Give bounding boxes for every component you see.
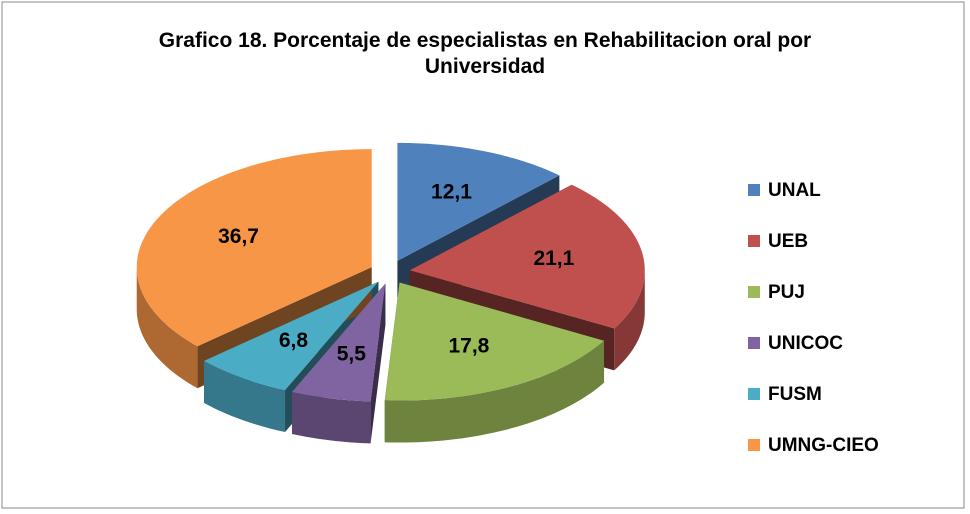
legend-swatch xyxy=(748,439,760,451)
slice xyxy=(397,142,560,261)
legend-label: UNAL xyxy=(768,180,821,201)
legend-swatch xyxy=(748,184,760,196)
slice-wall xyxy=(614,270,645,371)
data-label: 36,7 xyxy=(218,225,259,248)
slice xyxy=(204,281,379,391)
slice xyxy=(136,149,372,347)
slice-wall xyxy=(204,360,286,433)
legend-swatch xyxy=(748,388,760,400)
data-label: 6,8 xyxy=(279,329,309,352)
slice xyxy=(409,184,645,329)
slice-wall xyxy=(292,391,371,444)
legend-label: PUJ xyxy=(768,282,805,303)
chart-title: Grafico 18. Porcentaje de especialistas … xyxy=(158,29,812,78)
legend-label: UMNG-CIEO xyxy=(768,435,879,456)
data-label: 5,5 xyxy=(337,342,367,365)
legend-swatch xyxy=(748,286,760,298)
slice-tops xyxy=(136,142,645,402)
data-label: 12,1 xyxy=(431,180,472,203)
slice xyxy=(292,283,386,402)
slice-wall xyxy=(384,340,605,443)
data-label: 21,1 xyxy=(533,247,574,270)
legend-swatch xyxy=(748,235,760,247)
legend-label: FUSM xyxy=(768,384,822,405)
legend-label: UEB xyxy=(768,231,808,252)
legend-label: UNICOC xyxy=(768,333,843,354)
data-label: 17,8 xyxy=(448,334,489,357)
legend-swatch xyxy=(748,337,760,349)
slice-wall xyxy=(136,267,198,389)
slice xyxy=(384,282,605,401)
